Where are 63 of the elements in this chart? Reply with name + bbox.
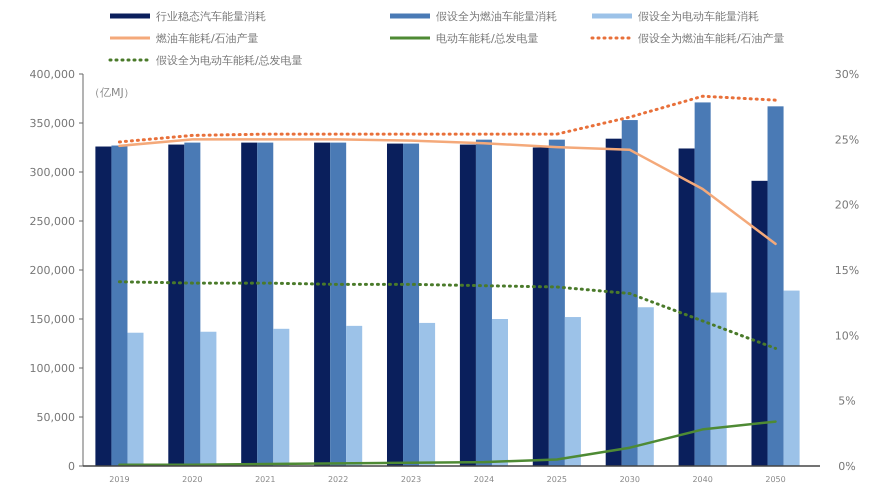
y-tick-label: 50,000 xyxy=(36,411,75,424)
bar xyxy=(694,102,711,466)
bar xyxy=(419,322,436,466)
y-tick-label: 200,000 xyxy=(30,264,75,277)
y2-tick-label: 20% xyxy=(834,198,860,212)
y-tick-label: 100,000 xyxy=(30,362,75,375)
y2-tick-label: 0% xyxy=(838,460,856,473)
legend-label: 假设全为电动车能量消耗 xyxy=(638,10,759,23)
x-tick-label: 2025 xyxy=(546,475,568,484)
bar xyxy=(403,144,420,466)
bar xyxy=(768,106,784,466)
y2-tick-label: 10% xyxy=(834,329,860,342)
bar xyxy=(330,142,346,466)
bar xyxy=(784,290,800,466)
y2-tick-label: 30% xyxy=(834,68,860,81)
bar xyxy=(564,317,581,466)
y-tick-label: 150,000 xyxy=(30,313,75,326)
y-tick-label: 0 xyxy=(68,460,75,473)
line-series xyxy=(118,420,777,466)
y2-tick-label: 5% xyxy=(838,394,856,408)
bar xyxy=(638,307,654,466)
bar xyxy=(532,148,549,466)
y-tick-label: 350,000 xyxy=(30,117,75,130)
line-series xyxy=(118,138,777,246)
y-tick-label: 250,000 xyxy=(30,215,75,228)
bar xyxy=(606,138,622,466)
bar xyxy=(273,328,290,466)
bar xyxy=(460,144,476,466)
y-tick-label: 300,000 xyxy=(30,166,75,179)
x-tick-label: 2019 xyxy=(109,475,130,484)
x-tick-label: 2024 xyxy=(474,475,494,484)
x-tick-label: 2023 xyxy=(400,475,422,484)
y2-tick-label: 15% xyxy=(834,264,860,277)
x-tick-label: 2022 xyxy=(328,475,348,484)
legend-label: 燃油车能耗/石油产量 xyxy=(156,32,259,45)
bar xyxy=(678,148,695,466)
legend-label: 假设全为电动车能耗/总发电量 xyxy=(156,54,303,67)
bar xyxy=(386,144,404,466)
x-tick-label: 2020 xyxy=(182,475,203,484)
bar xyxy=(95,146,112,466)
x-tick-label: 2021 xyxy=(255,475,276,484)
x-tick-label: 2040 xyxy=(692,475,713,484)
bar xyxy=(710,292,727,466)
bar xyxy=(314,142,330,466)
bar xyxy=(476,140,492,466)
bar xyxy=(751,180,768,466)
bar xyxy=(492,319,508,466)
bar xyxy=(622,120,638,466)
y-tick-label: 400,000 xyxy=(30,68,75,81)
x-tick-label: 2050 xyxy=(765,475,786,484)
x-tick-label: 2030 xyxy=(620,475,640,484)
bar xyxy=(346,326,362,466)
line-series xyxy=(118,280,778,350)
legend-label: 假设全为燃油车能耗/石油产量 xyxy=(638,32,785,45)
bar xyxy=(111,146,128,466)
bar xyxy=(241,142,258,466)
legend-label: 行业稳态汽车能量消耗 xyxy=(156,10,266,23)
y2-tick-label: 25% xyxy=(834,133,860,146)
legend-label: 电动车能耗/总发电量 xyxy=(436,32,539,45)
legend-label: 假设全为燃油车能量消耗 xyxy=(436,10,557,23)
bar xyxy=(548,140,565,466)
y-axis-title: （亿MJ） xyxy=(89,86,135,99)
bar xyxy=(257,142,274,466)
